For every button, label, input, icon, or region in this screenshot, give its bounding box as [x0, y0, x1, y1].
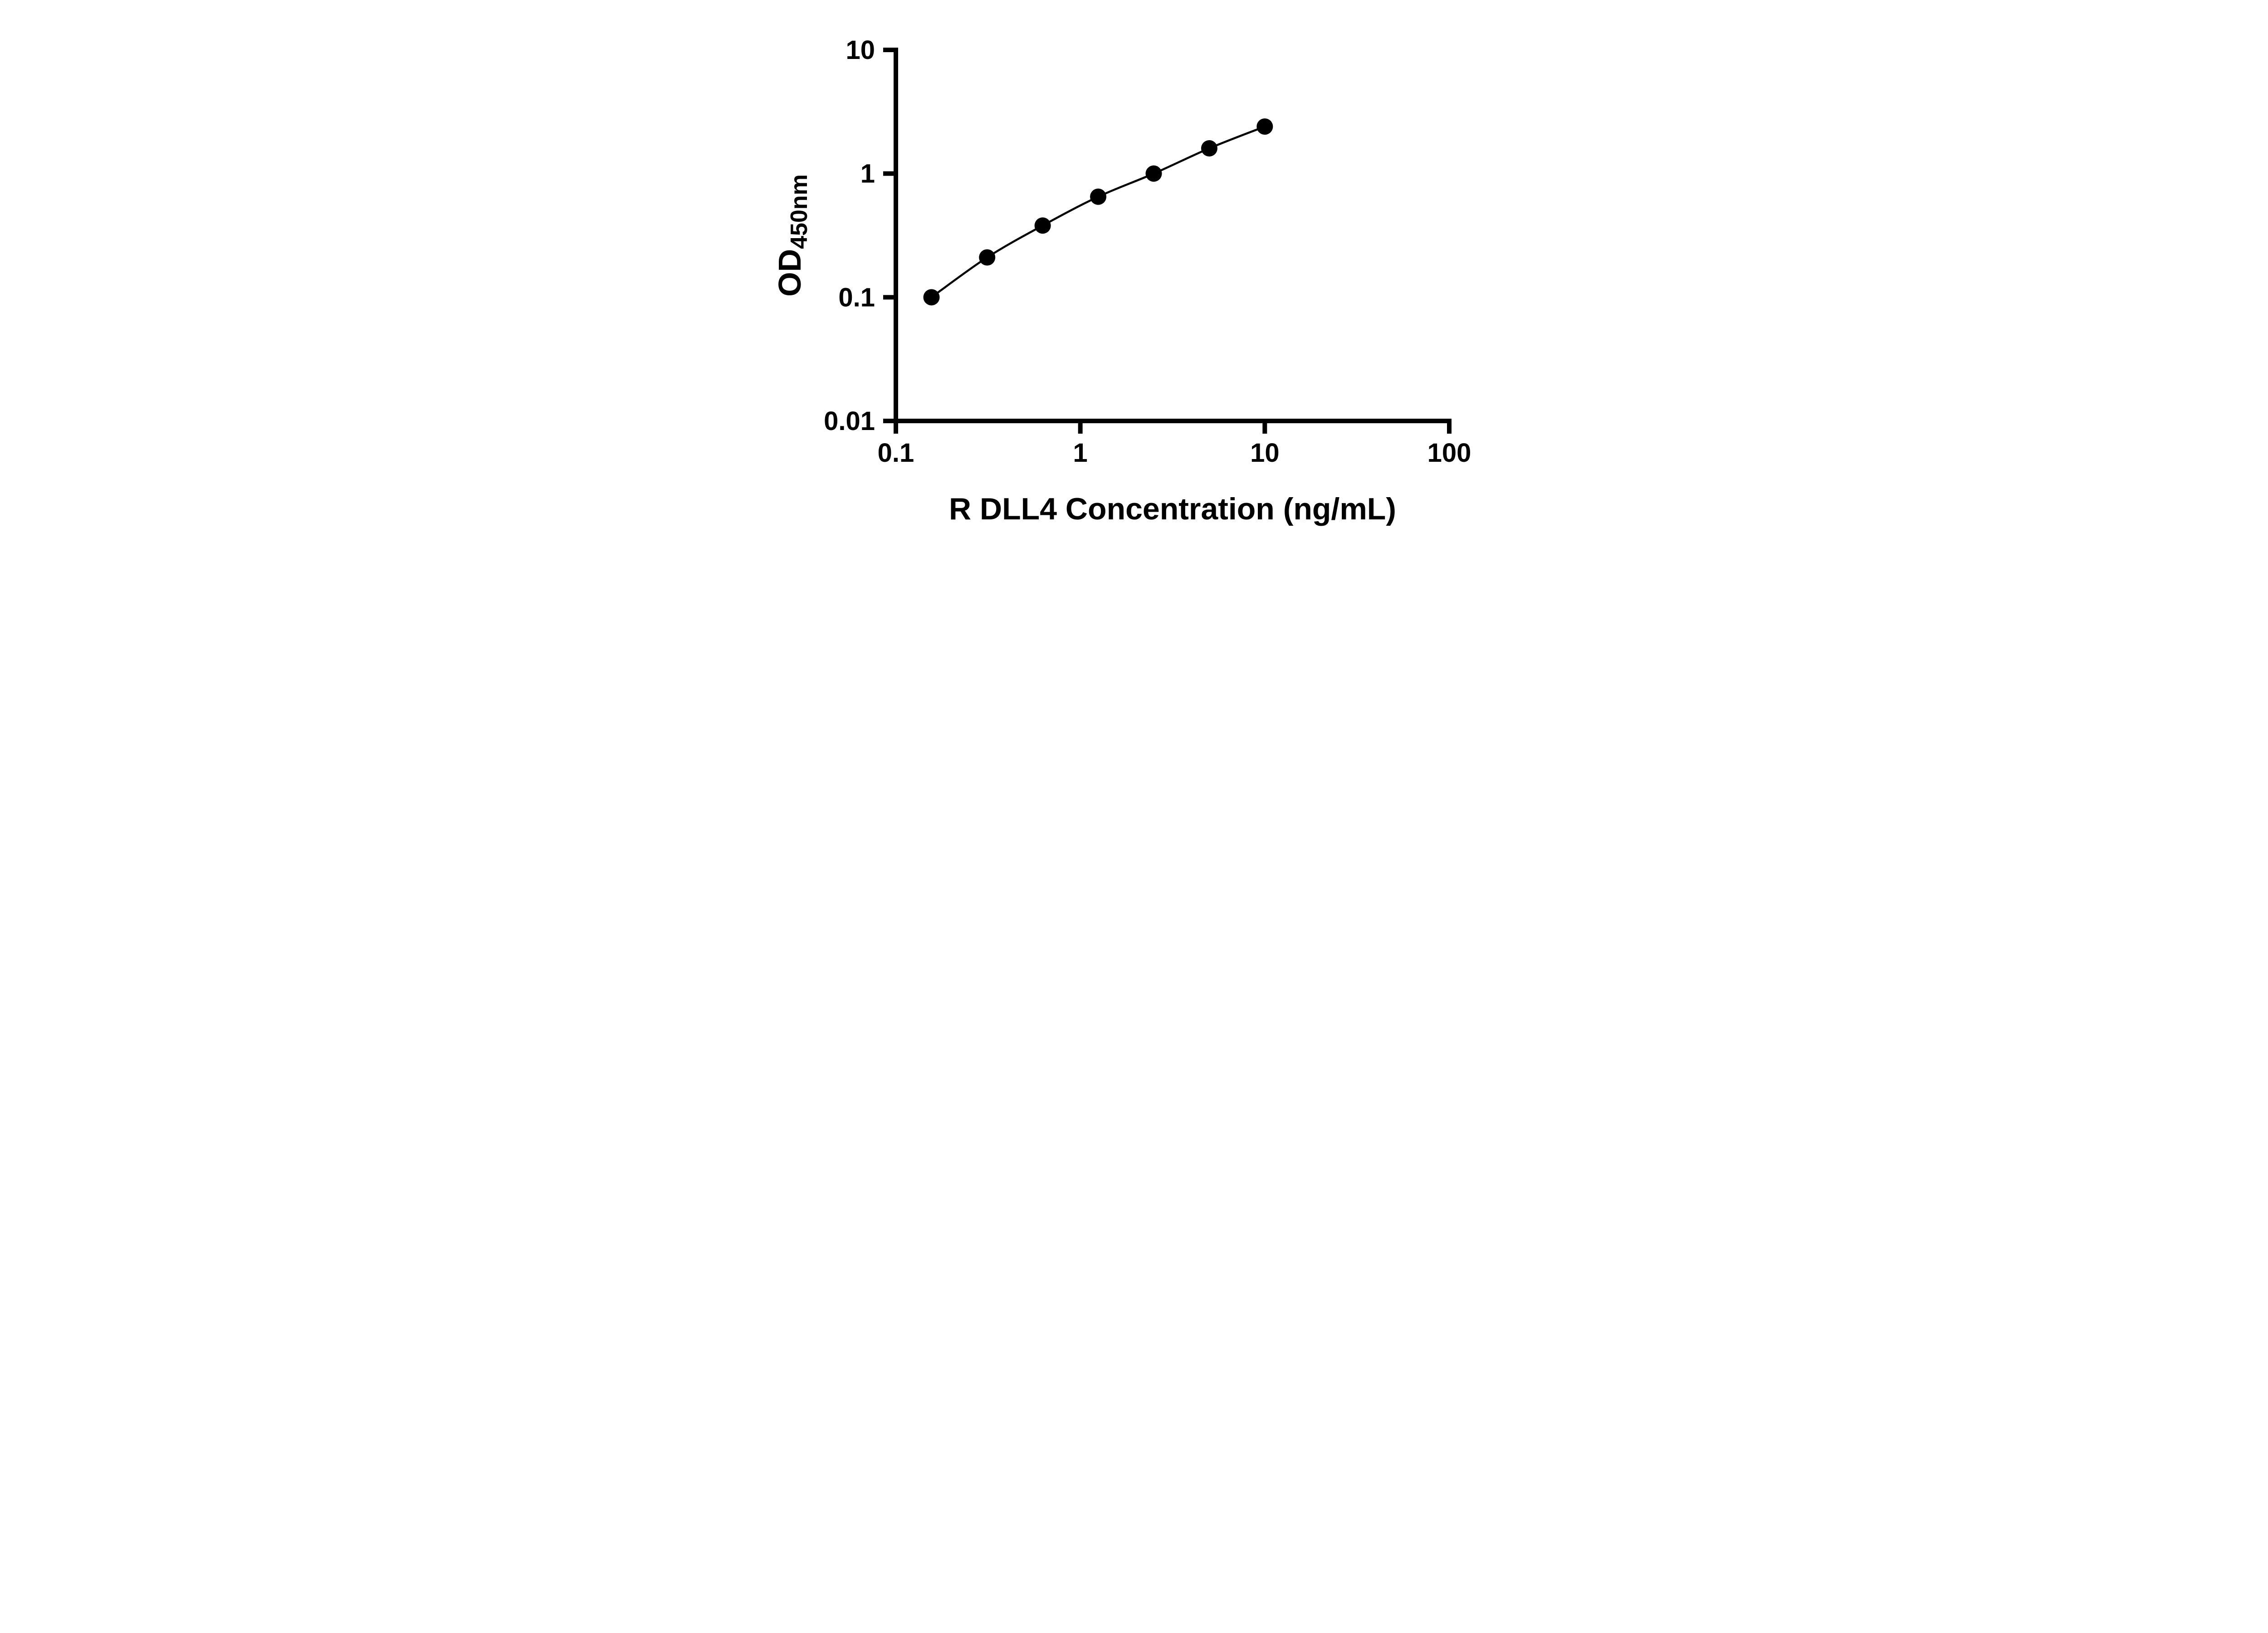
series-layer	[923, 118, 1273, 306]
elisa-standard-curve-figure: 0.1 1 10 100 0.01 0.1 1 10 R DLL4 Concentration…	[746, 0, 1522, 544]
data-point	[979, 249, 996, 266]
y-tick-label: 1	[860, 159, 875, 189]
x-tick-label: 10	[1250, 438, 1280, 468]
data-point	[923, 289, 940, 306]
data-point	[1201, 140, 1217, 157]
y-tick-label: 0.1	[838, 283, 875, 312]
data-point	[1145, 165, 1162, 182]
x-tick-label: 0.1	[878, 438, 914, 468]
x-tick-label: 1	[1073, 438, 1088, 468]
x-axis-title: R DLL4 Concentration (ng/mL)	[949, 492, 1396, 526]
data-point	[1090, 188, 1107, 205]
y-axis-title-subscript: 450nm	[786, 174, 812, 249]
y-axis-title: OD450nm	[772, 174, 812, 297]
data-point	[1256, 118, 1273, 135]
y-axis-title-main: OD	[772, 249, 807, 297]
x-tick-label: 100	[1427, 438, 1471, 468]
y-tick-label: 10	[846, 35, 875, 65]
data-point	[1034, 217, 1051, 234]
y-tick-label: 0.01	[824, 406, 875, 436]
